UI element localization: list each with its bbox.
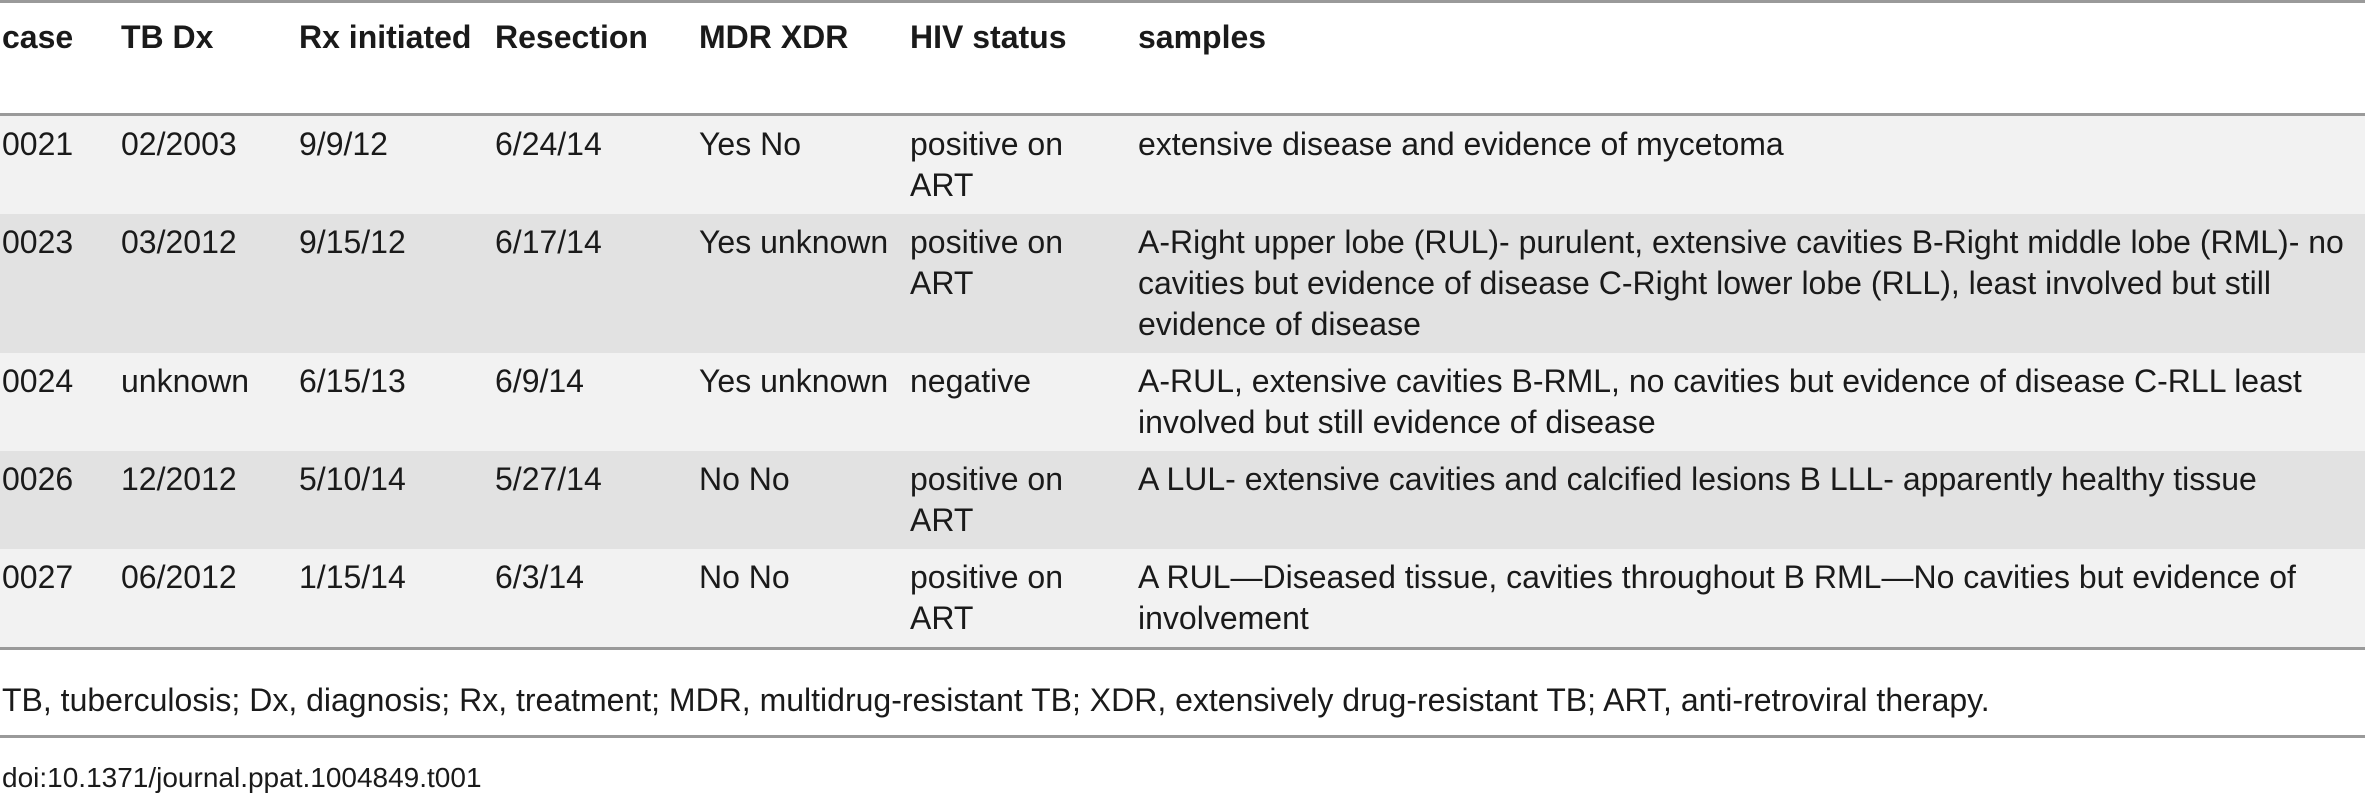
table-cell: 9/15/12 [299, 224, 406, 260]
table-body: 0021 02/2003 9/9/12 6/24/14 Yes No positive o… [0, 114, 2365, 649]
table-cell: 1/15/14 [299, 559, 406, 595]
table-cell: 6/15/13 [299, 363, 406, 399]
table-cell: 6/24/14 [495, 126, 602, 162]
footnote: TB, tuberculosis; Dx, diagnosis; Rx, tre… [2, 682, 1990, 718]
header-cell: TB Dx [121, 19, 214, 55]
table-wrap: case TB Dx Rx initiated Resection MDR XDR HIV… [0, 1, 2365, 649]
doi: doi:10.1371/journal.ppat.1004849.t001 [2, 762, 482, 793]
table-cell: extensive disease and evidence of myceto… [1138, 126, 1784, 162]
table-cell: unknown [121, 363, 250, 399]
rule [0, 735, 2365, 738]
table-cell: 5/27/14 [495, 461, 602, 497]
table-cell: A RUL—Diseased tissue, cavities througho… [1138, 559, 2296, 636]
table: case TB Dx Rx initiated Resection MDR XDR HIV… [0, 1, 2365, 649]
table-row: 0024 unknown 6/15/13 6/9/14 Yes unknown negat… [0, 353, 2365, 451]
table-cell: A-RUL, extensive cavities B-RML, no cavi… [1138, 363, 2302, 440]
table-cell: 12/2012 [121, 461, 237, 497]
table-cell: 6/3/14 [495, 559, 584, 595]
header-cell: Resection [495, 19, 648, 55]
header-row: case TB Dx Rx initiated Resection MDR XDR HIV… [0, 1, 2365, 115]
table-cell: 0027 [2, 559, 74, 595]
table-cell: No No [699, 559, 790, 595]
header-cell: MDR XDR [699, 19, 849, 55]
table-cell: positive on ART [910, 126, 1063, 203]
table-cell: positive on ART [910, 224, 1063, 301]
table-cell: 0023 [2, 224, 74, 260]
table-cell: positive on ART [910, 559, 1063, 636]
table-row: 0021 02/2003 9/9/12 6/24/14 Yes No positive o… [0, 114, 2365, 214]
table-cell: 06/2012 [121, 559, 237, 595]
table-cell: Yes No [699, 126, 801, 162]
table-row: 0023 03/2012 9/15/12 6/17/14 Yes unknown posi… [0, 214, 2365, 353]
header-cell: samples [1138, 19, 1267, 55]
table-row: 0027 06/2012 1/15/14 6/3/14 No No positive on… [0, 549, 2365, 649]
header-cell: Rx initiated [299, 19, 472, 55]
table-cell: 6/9/14 [495, 363, 584, 399]
table-cell: 0021 [2, 126, 74, 162]
table-header: case TB Dx Rx initiated Resection MDR XDR HIV… [0, 1, 2365, 115]
table-cell: 9/9/12 [299, 126, 388, 162]
header-cell: HIV status [910, 19, 1067, 55]
table-cell: 02/2003 [121, 126, 237, 162]
table-cell: 03/2012 [121, 224, 237, 260]
table-cell: 5/10/14 [299, 461, 406, 497]
table-cell: No No [699, 461, 790, 497]
table-row: 0026 12/2012 5/10/14 5/27/14 No No positive o… [0, 451, 2365, 549]
table-cell: negative [910, 363, 1031, 399]
table-cell: 6/17/14 [495, 224, 602, 260]
table-cell: 0024 [2, 363, 74, 399]
table-cell: positive on ART [910, 461, 1063, 538]
table-cell: 0026 [2, 461, 74, 497]
table-cell: A-Right upper lobe (RUL)- purulent, exte… [1138, 224, 2344, 342]
table-cell: A LUL- extensive cavities and calcified … [1138, 461, 2257, 497]
table-cell: Yes unknown [699, 224, 889, 260]
table-cell: Yes unknown [699, 363, 889, 399]
header-cell: case [2, 19, 74, 55]
